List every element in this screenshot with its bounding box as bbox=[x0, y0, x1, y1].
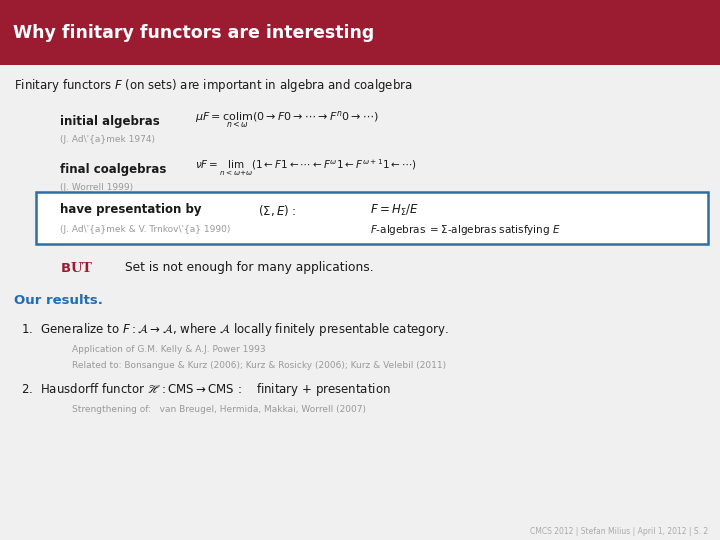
Text: $\mathbf{B}$UT: $\mathbf{B}$UT bbox=[60, 261, 94, 275]
Text: have presentation by: have presentation by bbox=[60, 204, 202, 217]
Text: Our results.: Our results. bbox=[14, 294, 103, 307]
Text: $(\Sigma, E)$ :: $(\Sigma, E)$ : bbox=[258, 202, 297, 218]
Text: (J. Ad\'{a}mek 1974): (J. Ad\'{a}mek 1974) bbox=[60, 136, 155, 145]
Text: $\nu F = \underset{n < \omega{+}\omega}{\lim}(1 \leftarrow F1 \leftarrow \cdots : $\nu F = \underset{n < \omega{+}\omega}{… bbox=[195, 158, 417, 178]
Text: Finitary functors $F$ (on sets) are important in algebra and coalgebra: Finitary functors $F$ (on sets) are impo… bbox=[14, 77, 413, 93]
Text: Strengthening of:   van Breugel, Hermida, Makkai, Worrell (2007): Strengthening of: van Breugel, Hermida, … bbox=[72, 406, 366, 415]
Text: $\mu F = \underset{n < \omega}{\mathrm{colim}}(0 \to F0 \to \cdots \to F^n0 \to : $\mu F = \underset{n < \omega}{\mathrm{c… bbox=[195, 110, 379, 131]
FancyBboxPatch shape bbox=[36, 192, 708, 244]
Text: Why finitary functors are interesting: Why finitary functors are interesting bbox=[13, 24, 374, 42]
Text: 1.  Generalize to $F : \mathcal{A} \to \mathcal{A}$, where $\mathcal{A}$ locally: 1. Generalize to $F : \mathcal{A} \to \m… bbox=[14, 321, 449, 339]
Bar bbox=[0, 0, 720, 65]
Text: 2.  Hausdorff functor $\mathscr{H} : \mathrm{CMS} \to \mathrm{CMS}$ :    finitar: 2. Hausdorff functor $\mathscr{H} : \mat… bbox=[14, 381, 391, 399]
Text: (J. Worrell 1999): (J. Worrell 1999) bbox=[60, 184, 133, 192]
Text: Application of G.M. Kelly & A.J. Power 1993: Application of G.M. Kelly & A.J. Power 1… bbox=[72, 345, 266, 354]
Text: Related to: Bonsangue & Kurz (2006); Kurz & Rosicky (2006); Kurz & Velebil (2011: Related to: Bonsangue & Kurz (2006); Kur… bbox=[72, 361, 446, 369]
Text: $F = H_\Sigma/E$: $F = H_\Sigma/E$ bbox=[370, 202, 419, 218]
Text: final coalgebras: final coalgebras bbox=[60, 164, 166, 177]
Text: (J. Ad\'{a}mek & V. Trnkov\'{a} 1990): (J. Ad\'{a}mek & V. Trnkov\'{a} 1990) bbox=[60, 226, 230, 234]
Text: $F$-algebras $= \Sigma$-algebras satisfying $E$: $F$-algebras $= \Sigma$-algebras satisfy… bbox=[370, 223, 561, 237]
Text: CMCS 2012 | Stefan Milius | April 1, 2012 | S. 2: CMCS 2012 | Stefan Milius | April 1, 201… bbox=[530, 528, 708, 537]
Text: initial algebras: initial algebras bbox=[60, 116, 160, 129]
Text: Set is not enough for many applications.: Set is not enough for many applications. bbox=[125, 261, 374, 274]
